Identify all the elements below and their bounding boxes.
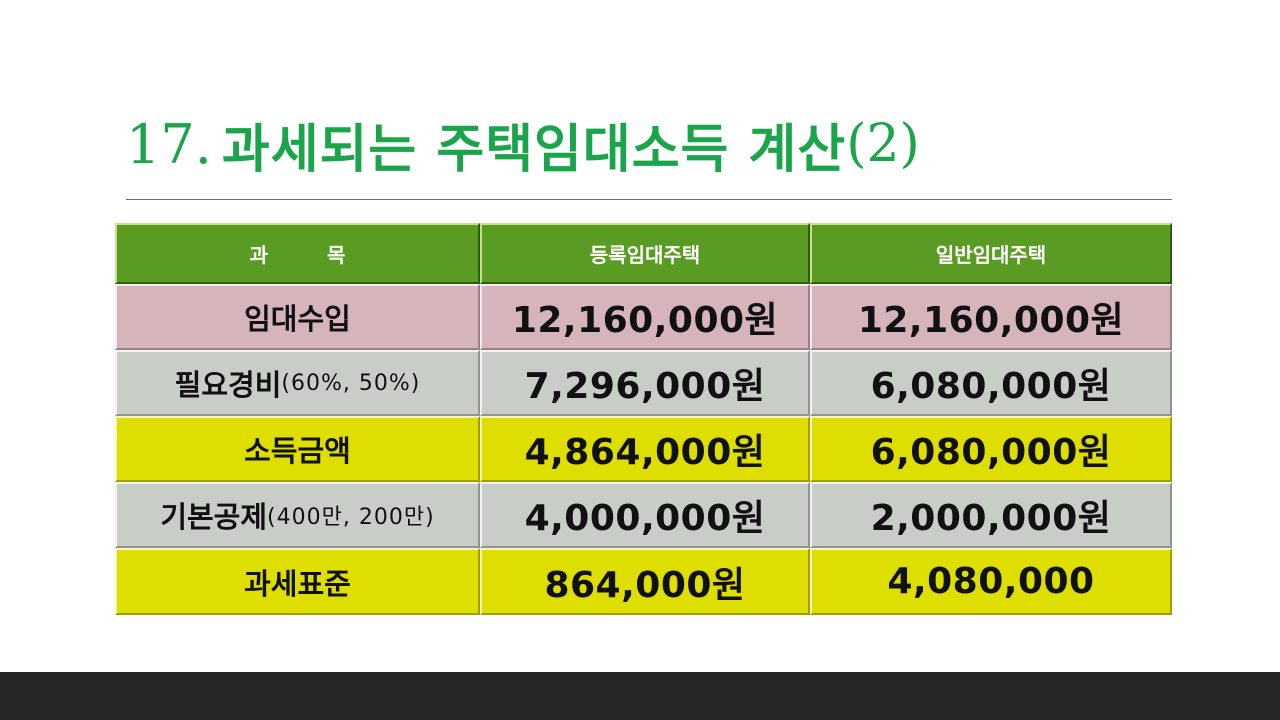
bottom-bar (0, 672, 1280, 720)
row-label-text: 필요경비 (174, 368, 282, 402)
row-label-necessary-expenses: 필요경비 (60%, 50%) (115, 350, 480, 416)
title-text: 과세되는 주택임대소득 계산 (221, 119, 847, 180)
row-label-income-amount: 소득금액 (115, 416, 480, 482)
cell-registered-rental-income: 12,160,000원 (480, 284, 810, 350)
cell-value: 6,080,000원 (870, 432, 1112, 473)
row-label-text: 기본공제 (160, 500, 268, 534)
cell-value: 6,080,000원 (870, 366, 1112, 407)
cell-value: 12,160,000원 (857, 300, 1125, 341)
title-suffix: (2) (846, 114, 920, 174)
row-label-rental-income: 임대수입 (115, 284, 480, 350)
row-label-tax-base: 과세표준 (115, 548, 480, 615)
cell-registered-necessary-expenses: 7,296,000원 (480, 350, 810, 416)
cell-registered-tax-base: 864,000원 (480, 548, 810, 615)
cell-value: 12,160,000원 (511, 300, 779, 341)
cell-value: 4,080,000 (887, 561, 1095, 602)
cell-registered-basic-deduction: 4,000,000원 (480, 482, 810, 548)
title-number: 17. (126, 112, 212, 176)
income-calculation-table: 과 목 등록임대주택 일반임대주택 임대수입 12,160,000원 12,16… (115, 223, 1172, 615)
row-label-text: 임대수입 (244, 302, 351, 336)
cell-value: 2,000,000원 (870, 498, 1112, 539)
cell-value: 4,000,000원 (524, 498, 766, 539)
cell-value: 864,000원 (544, 564, 746, 606)
row-label-note: (400만, 200만) (267, 505, 435, 530)
cell-registered-income-amount: 4,864,000원 (480, 416, 810, 482)
header-label-item: 과 목 (249, 243, 372, 267)
cell-general-basic-deduction: 2,000,000원 (810, 482, 1172, 548)
header-cell-general: 일반임대주택 (810, 223, 1172, 284)
header-label-registered: 등록임대주택 (589, 243, 701, 267)
cell-general-income-amount: 6,080,000원 (810, 416, 1172, 482)
row-label-note: (60%, 50%) (281, 370, 421, 396)
cell-general-rental-income: 12,160,000원 (810, 284, 1172, 350)
header-cell-item: 과 목 (115, 223, 480, 284)
cell-value: 7,296,000원 (524, 366, 766, 407)
cell-general-tax-base: 4,080,000 (810, 548, 1172, 615)
row-label-text: 과세표준 (244, 566, 351, 601)
cell-general-necessary-expenses: 6,080,000원 (810, 350, 1172, 416)
slide-title: 17. 과세되는 주택임대소득 계산 (2) (126, 104, 920, 184)
row-label-basic-deduction: 기본공제 (400만, 200만) (115, 482, 480, 548)
title-divider (126, 199, 1172, 200)
cell-value: 4,864,000원 (524, 432, 766, 473)
row-label-text: 소득금액 (244, 434, 351, 468)
header-cell-registered: 등록임대주택 (480, 223, 810, 284)
header-label-general: 일반임대주택 (935, 243, 1047, 267)
